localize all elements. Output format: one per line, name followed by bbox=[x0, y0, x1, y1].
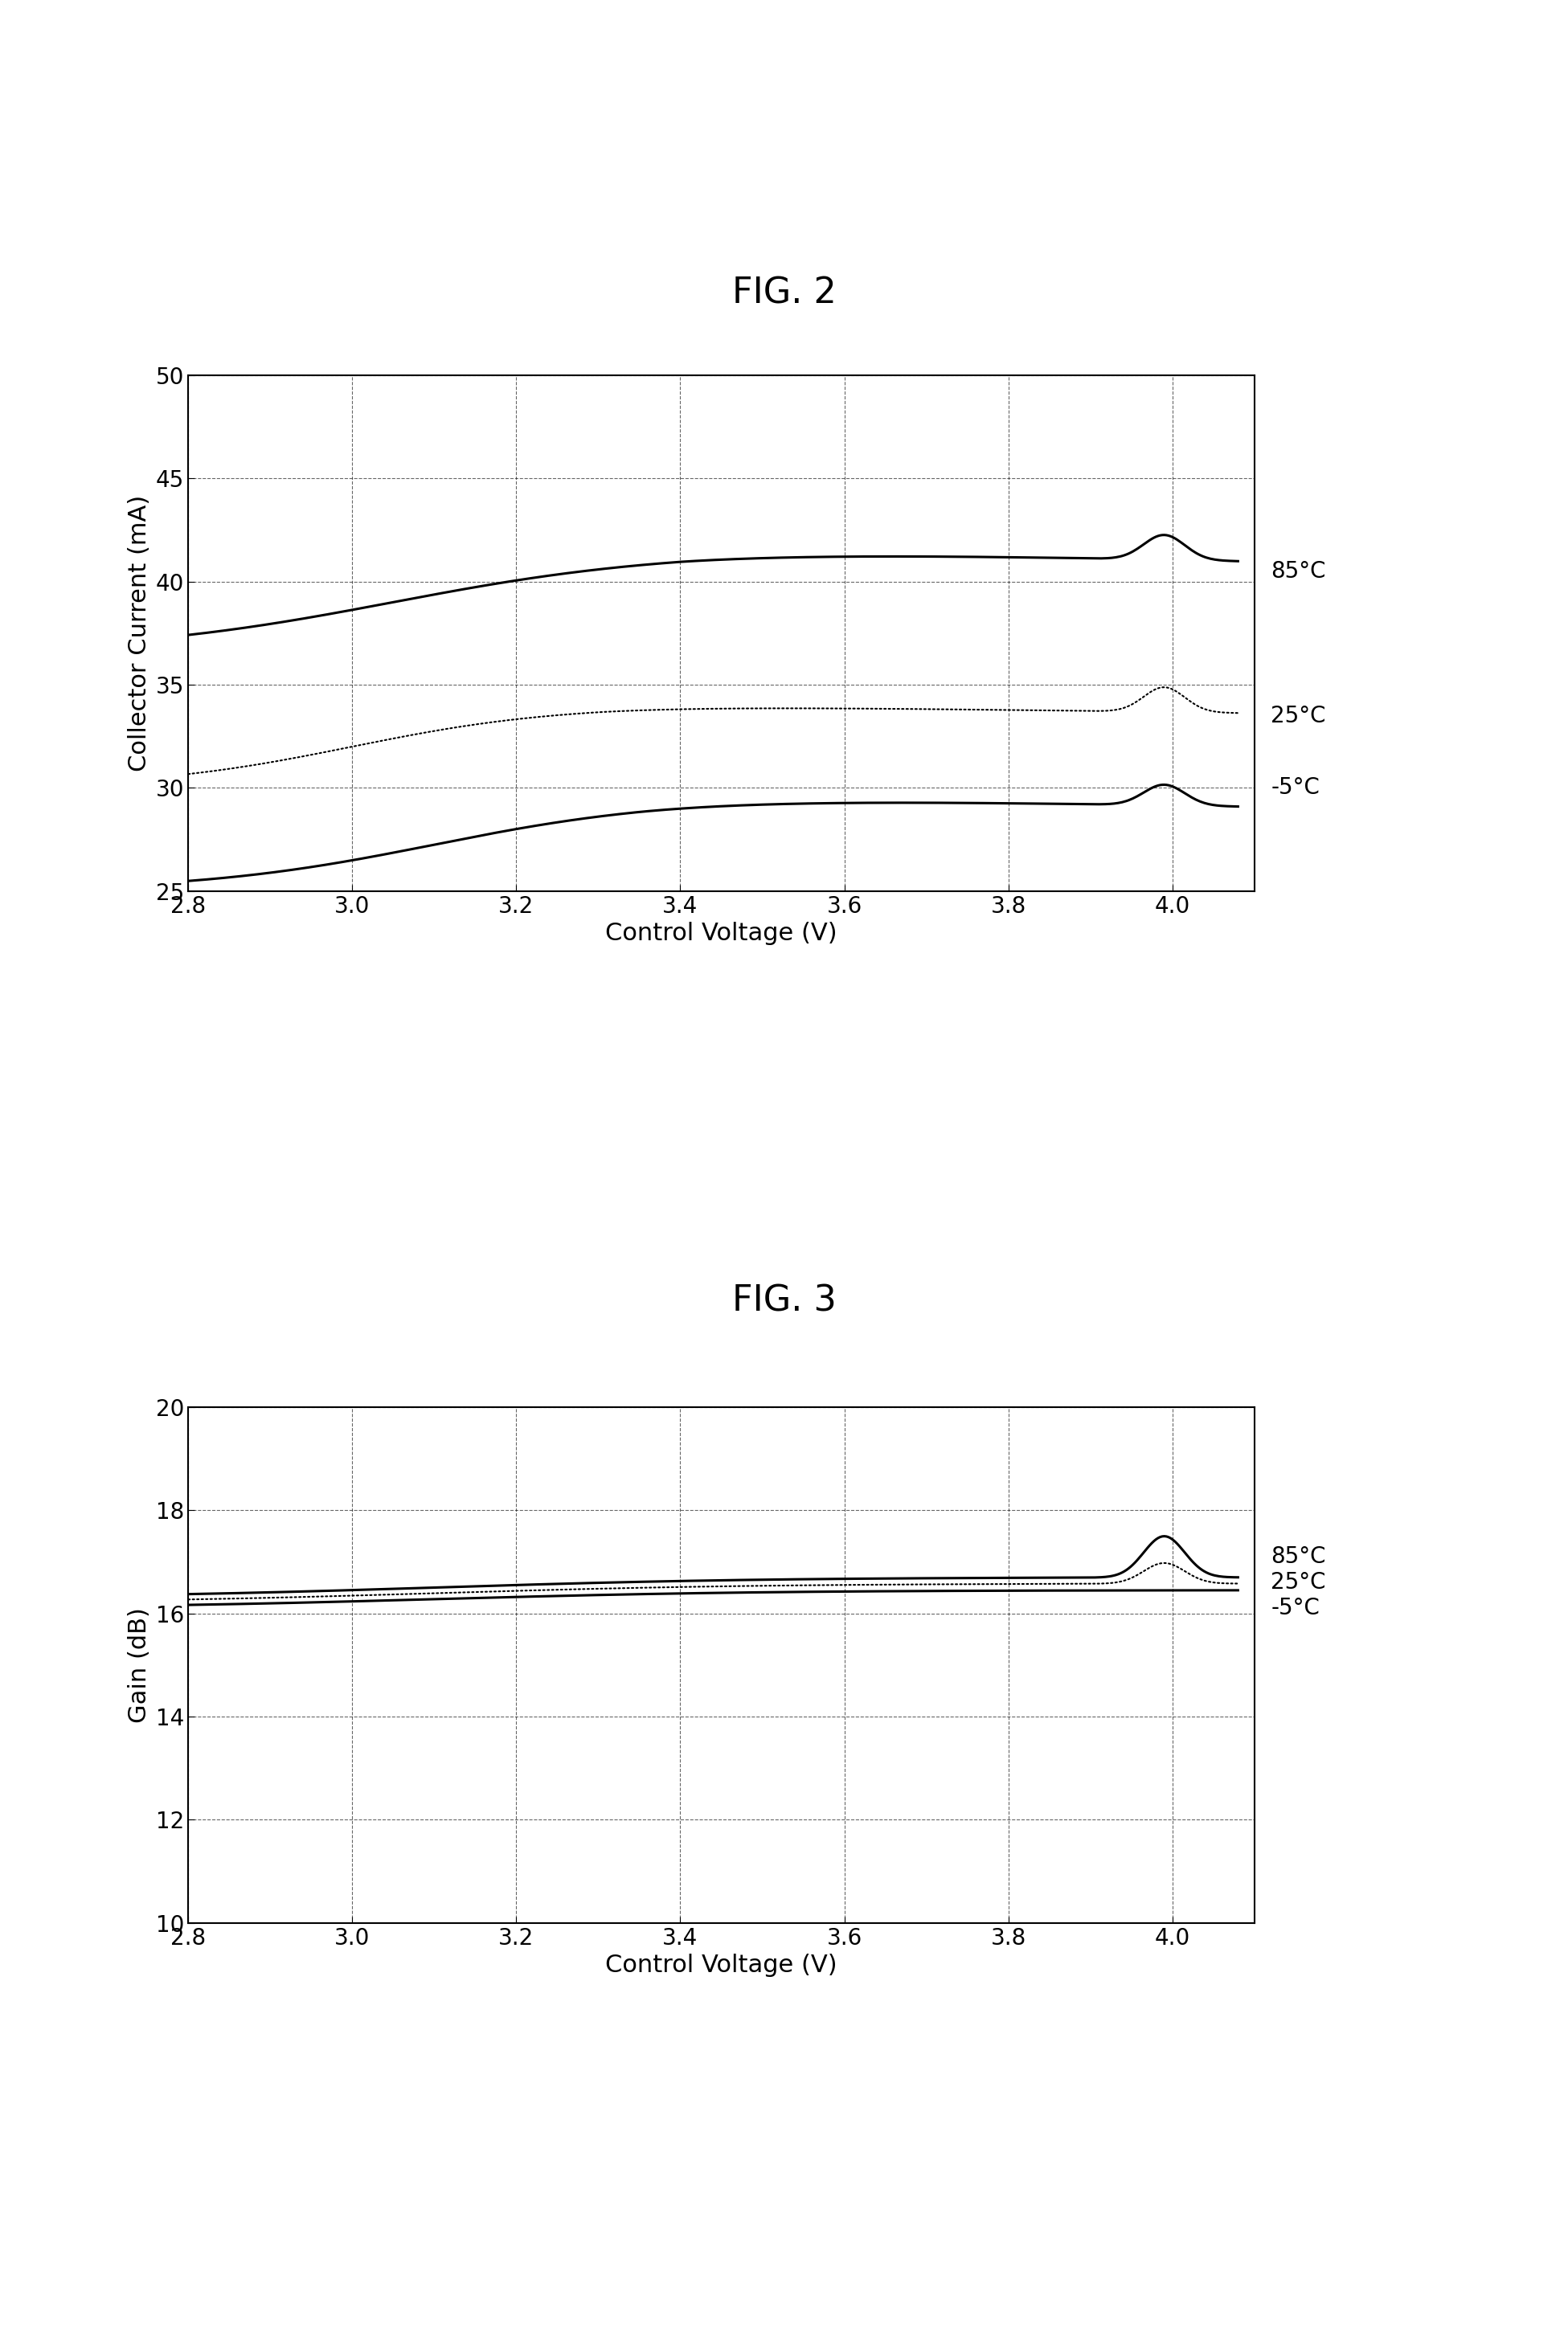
Text: FIG. 2: FIG. 2 bbox=[732, 277, 836, 310]
Text: -5°C: -5°C bbox=[1270, 776, 1320, 800]
X-axis label: Control Voltage (V): Control Voltage (V) bbox=[605, 1953, 837, 1977]
X-axis label: Control Voltage (V): Control Voltage (V) bbox=[605, 922, 837, 945]
Text: 85°C: 85°C bbox=[1270, 1545, 1327, 1569]
Text: 25°C: 25°C bbox=[1270, 704, 1327, 727]
Text: 85°C: 85°C bbox=[1270, 560, 1327, 582]
Text: FIG. 3: FIG. 3 bbox=[732, 1285, 836, 1318]
Text: -5°C: -5°C bbox=[1270, 1597, 1320, 1620]
Text: 25°C: 25°C bbox=[1270, 1571, 1327, 1595]
Y-axis label: Gain (dB): Gain (dB) bbox=[129, 1606, 152, 1724]
Y-axis label: Collector Current (mA): Collector Current (mA) bbox=[129, 495, 151, 772]
